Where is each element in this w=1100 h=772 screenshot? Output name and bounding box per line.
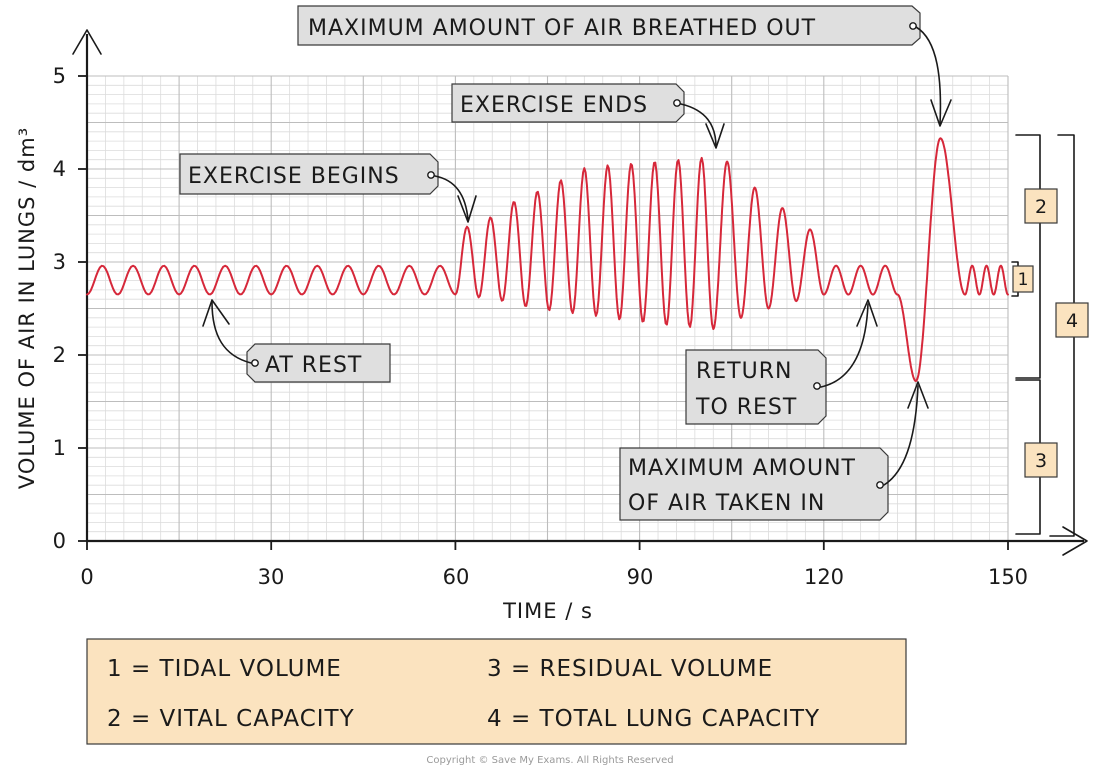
- key-item: 1 = TIDAL VOLUME: [107, 656, 342, 682]
- bracket-label-box: [1024, 188, 1058, 224]
- bracket-2: [1015, 134, 1041, 379]
- y-tick-label: 1: [53, 436, 66, 460]
- key-background: [86, 638, 907, 745]
- callout-arrowhead-icon: [930, 99, 952, 127]
- callout-max-breathed-out: MAXIMUM AMOUNT OF AIR BREATHED OUT: [297, 5, 952, 127]
- axes: [72, 29, 1088, 556]
- bracket-label-box: [1012, 265, 1034, 293]
- callout-arrowhead-icon: [457, 195, 477, 223]
- callout-text-line: MAXIMUM AMOUNT: [628, 456, 856, 481]
- x-tick-labels: 0 30 60 90 120 150: [80, 565, 1028, 589]
- y-tick-label: 5: [53, 64, 66, 88]
- callout-exercise-ends: EXERCISE ENDS: [451, 83, 725, 149]
- callout-max-taken-in: MAXIMUM AMOUNT OF AIR TAKEN IN: [619, 381, 929, 521]
- callout-box: [297, 5, 921, 46]
- x-tick-label: 0: [80, 565, 93, 589]
- callout-arrowhead-icon: [856, 299, 878, 327]
- callout-text-line: TO REST: [695, 395, 797, 420]
- callout-arrow: [434, 175, 469, 221]
- x-tick-label: 120: [804, 565, 844, 589]
- callout-text: EXERCISE ENDS: [460, 93, 648, 118]
- callout-arrowhead-icon: [705, 123, 725, 149]
- bracket-label: 2: [1035, 196, 1047, 218]
- callout-pin-icon: [427, 171, 435, 179]
- callout-arrow: [915, 26, 942, 125]
- y-tick-label: 0: [53, 529, 66, 553]
- callout-arrowhead-icon: [907, 381, 929, 409]
- callout-pin-icon: [909, 22, 917, 30]
- callout-pin-icon: [876, 481, 884, 489]
- y-tick-label: 4: [53, 157, 66, 181]
- bracket-label-box: [1024, 442, 1058, 478]
- key-item: 2 = VITAL CAPACITY: [107, 706, 355, 732]
- callout-box: [246, 343, 391, 383]
- x-tick-label: 30: [258, 565, 285, 589]
- bracket-label: 1: [1018, 270, 1029, 290]
- callout-box: [179, 153, 439, 195]
- callout-box: [685, 349, 827, 425]
- callout-pin-icon: [673, 99, 681, 107]
- callout-text-line: OF AIR TAKEN IN: [628, 491, 825, 516]
- y-axis-label: VOLUME OF AIR IN LUNGS / dm³: [15, 127, 39, 489]
- tick-marks: [78, 75, 1009, 550]
- bracket-label-box: [1055, 302, 1089, 338]
- x-tick-label: 60: [443, 565, 470, 589]
- breathing-trace-line: [86, 137, 1009, 382]
- callout-at-rest: AT REST: [202, 299, 391, 383]
- callout-pin-icon: [813, 382, 821, 390]
- callout-arrow: [211, 301, 252, 364]
- x-tick-label: 90: [627, 565, 654, 589]
- x-axis-label: TIME / s: [502, 599, 593, 623]
- callout-arrow: [820, 303, 869, 388]
- callout-text: MAXIMUM AMOUNT OF AIR BREATHED OUT: [308, 16, 816, 41]
- callout-text: AT REST: [265, 353, 362, 378]
- callout-box: [451, 83, 685, 123]
- bracket-label: 3: [1035, 450, 1047, 472]
- key-item: 3 = RESIDUAL VOLUME: [487, 656, 773, 682]
- x-axis-arrow-icon: [1062, 526, 1088, 556]
- callout-box: [619, 447, 889, 521]
- callout-exercise-begins: EXERCISE BEGINS: [179, 153, 477, 223]
- bracket-label: 4: [1066, 310, 1078, 332]
- callout-text-line: RETURN: [696, 359, 792, 384]
- y-tick-label: 2: [53, 343, 66, 367]
- y-axis-arrow-icon: [72, 29, 102, 55]
- callout-arrow: [680, 103, 717, 148]
- volume-brackets: 1 2 3 4: [1011, 134, 1089, 537]
- callout-return-to-rest: RETURN TO REST: [685, 299, 878, 425]
- copyright-notice: Copyright © Save My Exams. All Rights Re…: [426, 755, 673, 766]
- callout-arrowhead-icon: [202, 299, 230, 327]
- callout-pin-icon: [251, 359, 259, 367]
- y-tick-label: 3: [53, 250, 66, 274]
- y-tick-labels: 0 1 2 3 4 5: [53, 64, 66, 553]
- callout-arrow: [883, 385, 919, 486]
- key-box: 1 = TIDAL VOLUME 3 = RESIDUAL VOLUME 2 =…: [86, 638, 907, 745]
- x-tick-label: 150: [988, 565, 1028, 589]
- callout-text: EXERCISE BEGINS: [188, 164, 400, 189]
- key-item: 4 = TOTAL LUNG CAPACITY: [487, 706, 820, 732]
